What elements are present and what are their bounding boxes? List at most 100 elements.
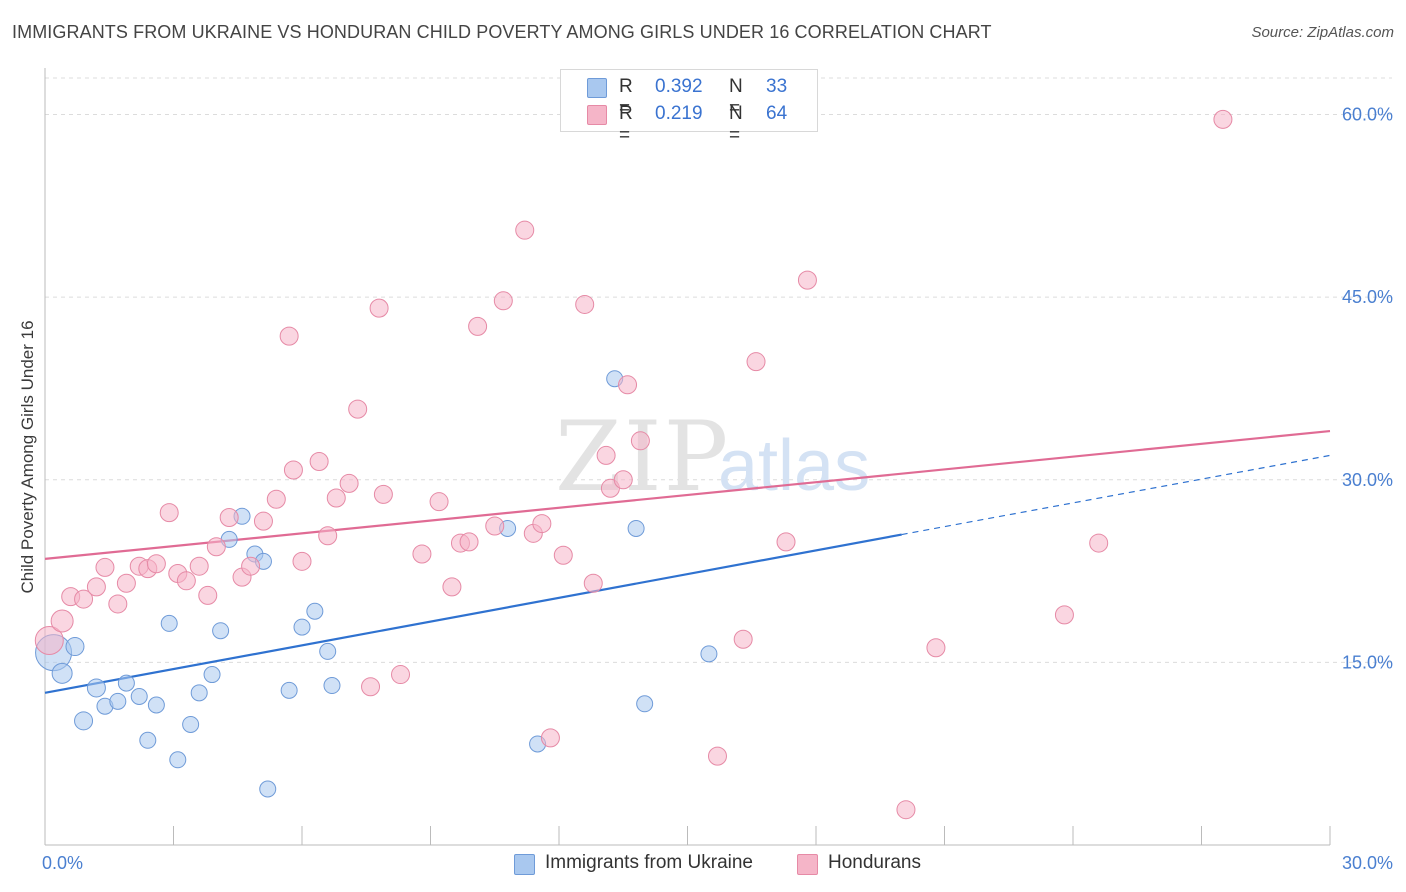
point-1-60 — [926, 638, 946, 658]
point-0-16 — [212, 622, 230, 640]
watermark-zip: ZIP — [555, 401, 730, 513]
point-1-3 — [74, 589, 94, 609]
point-0-10 — [147, 696, 165, 714]
point-0-13 — [182, 715, 200, 733]
point-1-46 — [553, 545, 573, 565]
point-1-55 — [733, 629, 753, 649]
trend-lines — [44, 429, 1331, 694]
point-0-4 — [86, 678, 106, 698]
series-legend: Immigrants from Ukraine Hondurans — [0, 852, 1406, 878]
point-1-4 — [86, 577, 106, 597]
point-0-2 — [65, 637, 85, 657]
data-points — [34, 109, 1233, 820]
point-1-13 — [176, 571, 196, 591]
point-0-1 — [51, 662, 73, 684]
point-0-7 — [117, 674, 135, 692]
point-1-38 — [459, 532, 479, 552]
point-1-59 — [896, 800, 916, 820]
axes — [44, 68, 1331, 846]
chart-title: IMMIGRANTS FROM UKRAINE VS HONDURAN CHIL… — [12, 22, 992, 42]
hondurans-legend-label: Hondurans — [828, 852, 921, 873]
point-1-40 — [485, 516, 505, 536]
hondurans-legend-swatch — [797, 854, 818, 875]
point-1-24 — [292, 551, 312, 571]
point-1-11 — [159, 503, 179, 523]
trend-line-1 — [44, 429, 1331, 560]
point-1-41 — [493, 291, 513, 311]
point-1-20 — [253, 511, 273, 531]
point-1-56 — [746, 352, 766, 372]
ukraine-legend-label: Immigrants from Ukraine — [545, 852, 753, 873]
point-0-8 — [130, 687, 148, 705]
point-1-29 — [348, 399, 368, 419]
point-0-30 — [627, 519, 645, 537]
point-0-6 — [109, 692, 127, 710]
point-0-14 — [190, 684, 208, 702]
point-1-10 — [146, 554, 166, 574]
point-1-53 — [630, 431, 650, 451]
point-1-39 — [468, 316, 488, 336]
point-1-31 — [369, 298, 389, 318]
point-1-16 — [206, 537, 226, 557]
y-axis-label: Child Poverty Among Girls Under 16 — [18, 320, 37, 593]
r-label: R = — [619, 103, 633, 146]
ukraine-legend-swatch — [514, 854, 535, 875]
point-1-25 — [309, 452, 329, 471]
point-1-6 — [108, 594, 128, 614]
y-tick-labels: 15.0% 30.0% 45.0% 60.0% — [1342, 105, 1393, 673]
point-1-21 — [266, 489, 286, 509]
y-tick-label-3: 60.0% — [1342, 105, 1393, 125]
point-1-34 — [412, 544, 432, 564]
x-tick-labels: 0.0% 30.0% — [42, 853, 1393, 873]
point-1-44 — [532, 514, 552, 534]
point-1-17 — [219, 508, 239, 528]
point-1-22 — [279, 326, 299, 346]
source-label: Source: ZipAtlas.com — [1251, 24, 1394, 41]
point-0-31 — [636, 695, 654, 713]
point-0-21 — [259, 780, 277, 798]
point-1-58 — [797, 270, 817, 290]
point-1-61 — [1054, 605, 1074, 625]
point-1-1 — [50, 609, 74, 633]
point-0-22 — [280, 681, 298, 699]
point-1-47 — [575, 294, 595, 314]
hondurans-swatch — [587, 105, 607, 125]
point-0-23 — [293, 618, 311, 636]
point-1-14 — [189, 556, 209, 576]
point-1-30 — [361, 677, 381, 697]
point-1-63 — [1213, 109, 1233, 129]
point-1-33 — [391, 665, 411, 685]
stats-legend: R = 0.392 N = 33 R = 0.219 N = 64 — [560, 69, 818, 146]
n-value: 33 — [766, 76, 788, 97]
point-0-3 — [74, 711, 94, 731]
point-1-19 — [241, 556, 261, 576]
point-1-62 — [1089, 533, 1109, 553]
y-tick-label-1: 30.0% — [1342, 470, 1393, 490]
n-label: N = — [729, 103, 743, 146]
point-0-25 — [319, 642, 337, 660]
point-1-57 — [776, 532, 796, 552]
n-value: 64 — [766, 103, 788, 124]
point-1-52 — [618, 375, 638, 395]
point-0-24 — [306, 602, 324, 620]
point-1-32 — [373, 484, 393, 504]
trend-line-0 — [44, 533, 902, 694]
series-1-points — [34, 109, 1233, 820]
r-label: R = — [619, 76, 633, 119]
point-1-35 — [429, 492, 449, 512]
point-0-12 — [169, 751, 187, 769]
point-0-26 — [323, 677, 341, 695]
x-tick-label-max: 30.0% — [1342, 853, 1393, 873]
point-1-42 — [515, 220, 535, 240]
point-1-23 — [283, 460, 303, 480]
y-tick-label-2: 45.0% — [1342, 287, 1393, 307]
point-1-48 — [583, 573, 603, 593]
ukraine-swatch — [587, 78, 607, 98]
r-value: 0.219 — [655, 103, 703, 124]
point-0-15 — [203, 666, 221, 684]
point-1-54 — [707, 746, 727, 766]
point-1-27 — [326, 488, 346, 508]
point-1-15 — [198, 585, 218, 605]
point-0-32 — [700, 645, 718, 663]
